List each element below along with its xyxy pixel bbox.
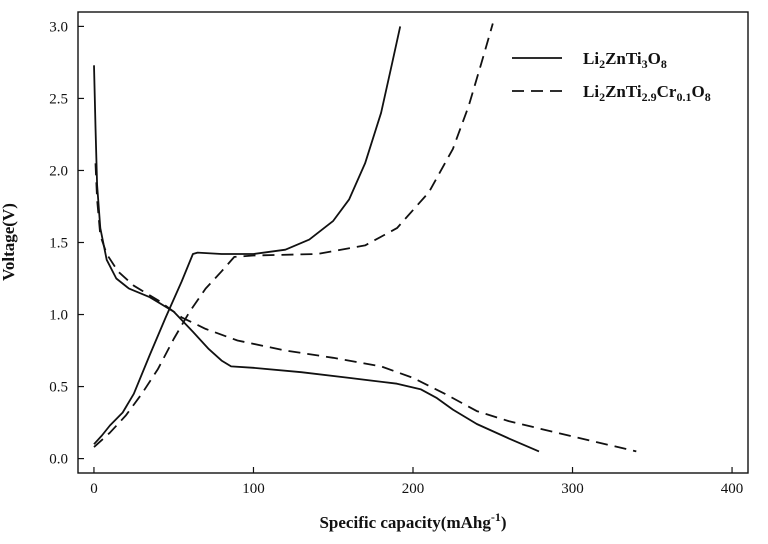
legend-label-part: Li <box>583 82 599 101</box>
y-tick-label: 1.5 <box>49 236 68 252</box>
legend-label-part: ZnTi <box>605 49 642 68</box>
y-tick-label: 0.5 <box>49 380 68 396</box>
legend-label-part: Cr <box>657 82 677 101</box>
y-axis-title: Voltage(V) <box>0 203 18 281</box>
legend-label-part: 2 <box>599 90 605 104</box>
x-axis-title-close: ) <box>501 513 507 532</box>
series-layer <box>93 23 637 453</box>
series-line-2-discharge <box>94 163 637 453</box>
x-tick-label: 400 <box>721 481 744 497</box>
y-tick-label: 2.0 <box>49 163 68 179</box>
legend-label-part: Li <box>583 49 599 68</box>
legend-label-part: 8 <box>705 90 711 104</box>
series-line-1-charge <box>93 26 402 445</box>
legend-label-part: 0.1 <box>676 90 691 104</box>
legend-label-part: 2.9 <box>642 90 657 104</box>
plot-area-frame <box>77 11 749 474</box>
legend-label-part: 3 <box>642 57 648 71</box>
y-tick-label: 1.0 <box>49 308 68 324</box>
legend-label-2: Li2ZnTi2.9Cr0.1O8 <box>583 82 711 104</box>
y-tick-label: 2.5 <box>49 91 68 107</box>
x-tick-label: 200 <box>402 481 425 497</box>
legend-label-part: O <box>691 82 704 101</box>
axis-ticks: 0 100 200 300 400 0.0 0.5 1.0 1.5 2.0 2.5 3.0 <box>49 19 743 497</box>
y-tick-label: 0.0 <box>49 452 68 468</box>
x-tick-label: 0 <box>90 481 98 497</box>
legend-label-part: 8 <box>661 57 667 71</box>
y-tick-label: 3.0 <box>49 19 68 35</box>
x-axis-title-superscript: -1 <box>491 510 501 524</box>
series-line-1-discharge <box>93 65 540 453</box>
legend-label-part: ZnTi <box>605 82 642 101</box>
legend-label-1: Li2ZnTi3O8 <box>583 49 667 71</box>
legend-label-part: 2 <box>599 57 605 71</box>
legend-label-part: O <box>648 49 661 68</box>
x-axis-title: Specific capacity(mAhg-1) <box>319 510 506 532</box>
x-tick-label: 300 <box>561 481 584 497</box>
x-tick-label: 100 <box>242 481 265 497</box>
x-axis-title-text: Specific capacity(mAhg <box>319 513 491 532</box>
series-line-2-charge <box>93 23 494 448</box>
